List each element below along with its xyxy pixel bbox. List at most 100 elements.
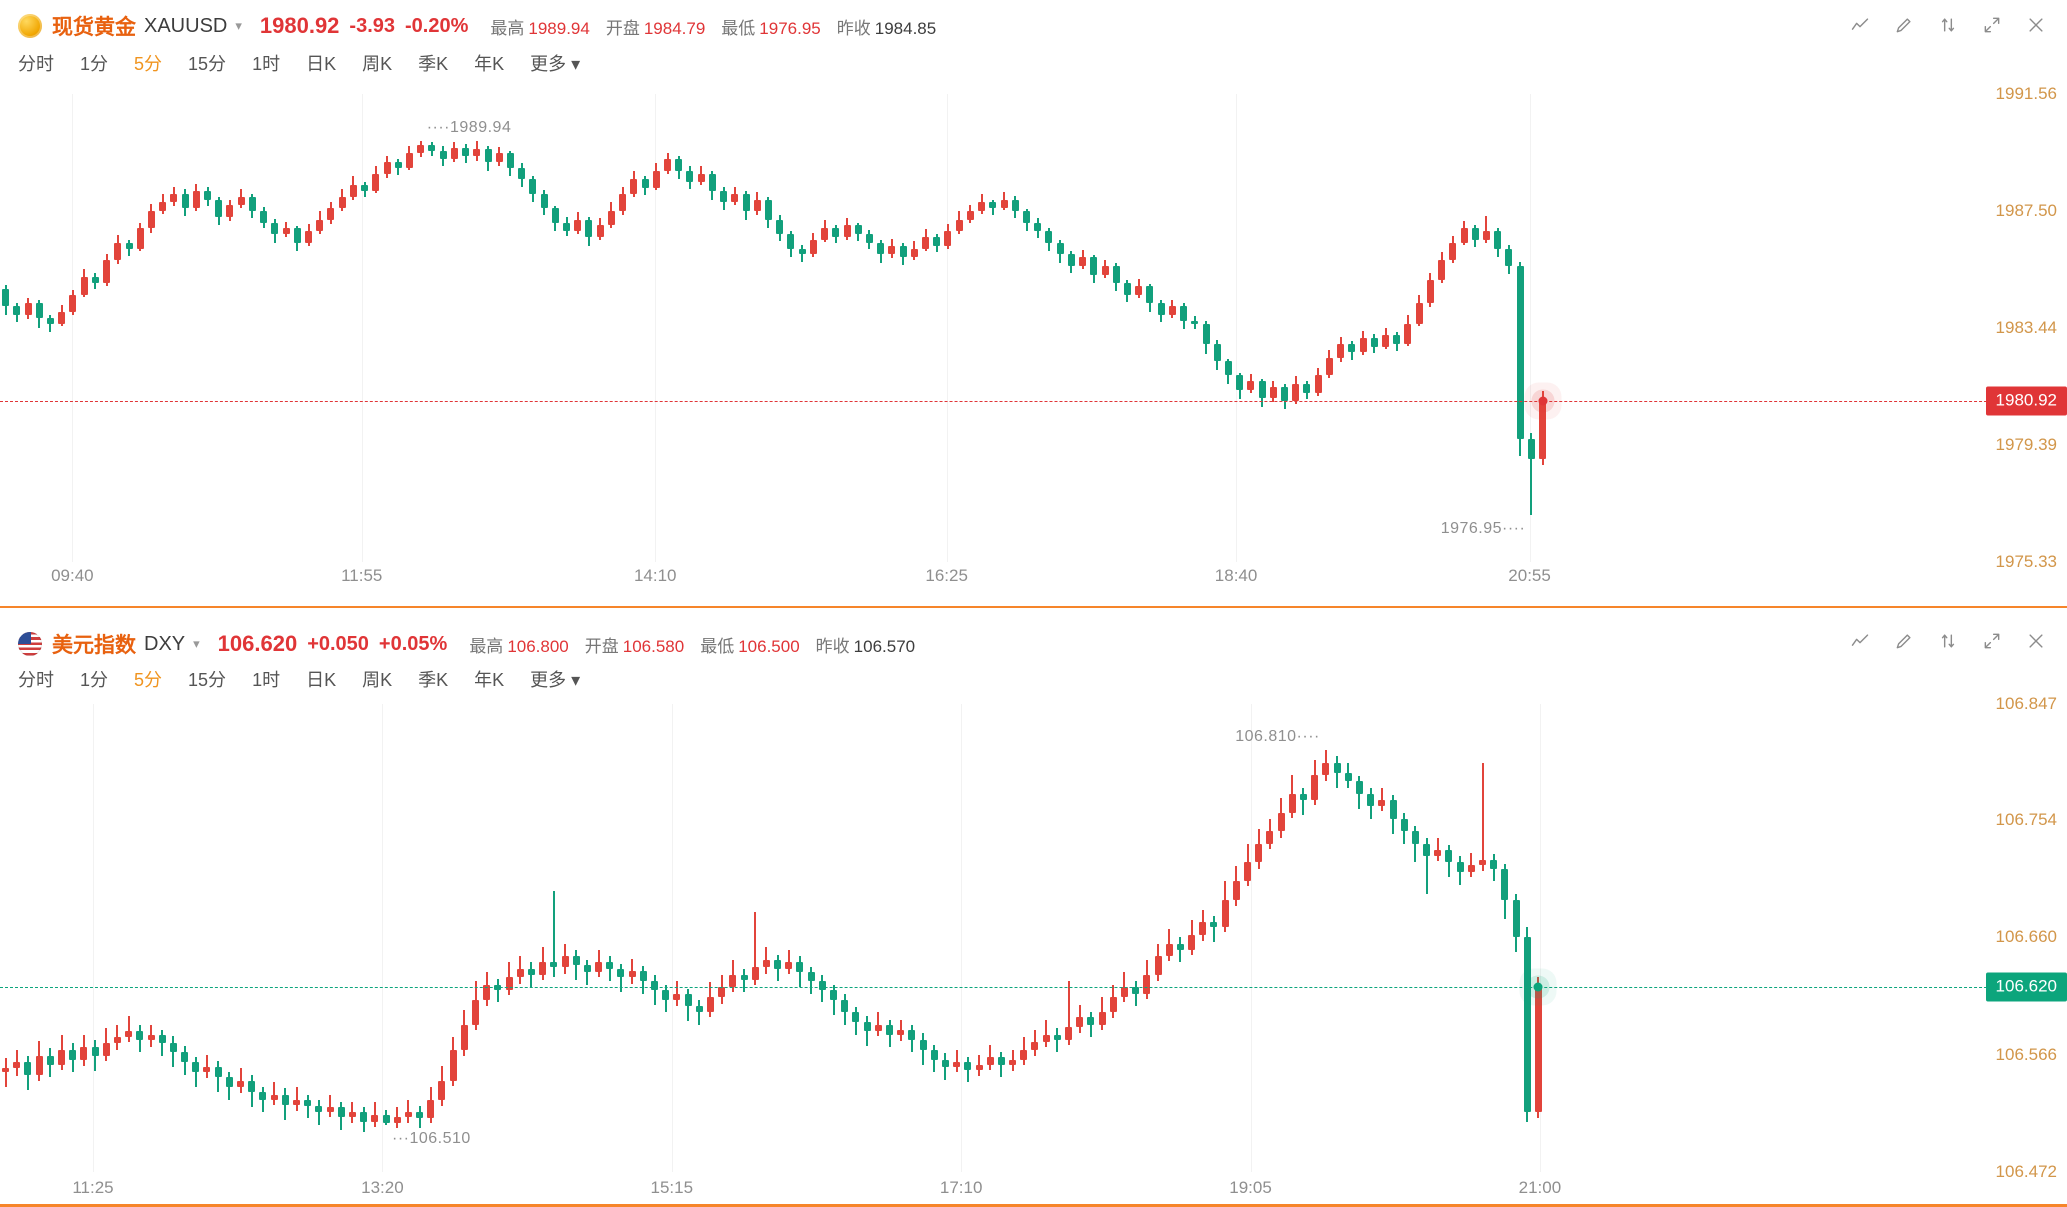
tab-yearly[interactable]: 年K (474, 670, 505, 690)
candle (1224, 361, 1232, 376)
candle (450, 147, 458, 160)
tab-1hour[interactable]: 1时 (252, 54, 281, 74)
candle (944, 231, 952, 246)
candle (776, 219, 784, 235)
us-flag-icon (18, 632, 42, 656)
timeframe-tabs: 分时 1分 5分 15分 1时 日K 周K 季K 年K 更多 ▾ (18, 666, 580, 692)
tab-5min[interactable]: 5分 (134, 670, 163, 690)
candle (1380, 787, 1383, 812)
candle (1045, 1019, 1048, 1048)
candle (529, 179, 537, 194)
instrument-selector[interactable]: 美元指数 DXY ▾ (52, 629, 200, 659)
price-change: -3.93 (349, 14, 396, 37)
tab-1min[interactable]: 1分 (80, 670, 109, 690)
candle (1481, 762, 1484, 872)
candle (697, 173, 705, 183)
candle (394, 162, 402, 168)
candle (787, 234, 795, 249)
candle (1277, 812, 1285, 832)
up-down-arrows-icon[interactable] (1933, 12, 1963, 38)
tab-daily[interactable]: 日K (306, 670, 337, 690)
tab-weekly[interactable]: 周K (362, 670, 393, 690)
candlestick-chart[interactable]: 106.847 106.754 106.660 106.566 106.472 106.6… (0, 694, 2067, 1181)
tab-timeline[interactable]: 分时 (18, 54, 54, 74)
candle (505, 977, 513, 990)
tab-more[interactable]: 更多 ▾ (530, 670, 581, 690)
close-icon[interactable] (2021, 12, 2051, 38)
candle (360, 1112, 368, 1123)
candle (1213, 343, 1221, 361)
tab-15min[interactable]: 15分 (188, 670, 227, 690)
candle (1067, 981, 1070, 1045)
line-chart-icon[interactable] (1845, 628, 1875, 654)
candle (751, 967, 759, 980)
draw-icon[interactable] (1889, 12, 1919, 38)
gridline (361, 94, 363, 562)
tab-1hour[interactable]: 1时 (252, 670, 281, 690)
candle (1539, 400, 1547, 460)
up-down-arrows-icon[interactable] (1933, 628, 1963, 654)
close-icon[interactable] (2021, 628, 2051, 654)
tab-5min[interactable]: 5分 (134, 54, 163, 74)
candle (46, 1055, 54, 1065)
price-axis-label: 1983.44 (1995, 318, 2057, 338)
fullscreen-icon[interactable] (1977, 628, 2007, 654)
draw-icon[interactable] (1889, 628, 1919, 654)
gridline (382, 704, 384, 1172)
candle (1180, 306, 1188, 321)
line-chart-icon[interactable] (1845, 12, 1875, 38)
fullscreen-icon[interactable] (1977, 12, 2007, 38)
candle (114, 242, 122, 261)
candle (1020, 1049, 1028, 1060)
candlestick-chart[interactable]: 1991.56 1987.50 1983.44 1979.39 1975.33 1980.… (0, 84, 2067, 571)
candle (282, 228, 290, 235)
tab-quarterly[interactable]: 季K (418, 54, 449, 74)
candle (1325, 358, 1333, 376)
candle (930, 1049, 938, 1060)
tab-yearly[interactable]: 年K (474, 54, 505, 74)
candle (225, 1077, 233, 1088)
candle (1236, 375, 1244, 390)
candle (1210, 922, 1218, 928)
candle (978, 202, 986, 212)
candle (293, 1099, 300, 1105)
last-price: 106.620 (217, 631, 298, 656)
tab-more[interactable]: 更多 ▾ (530, 54, 581, 74)
candle (662, 989, 670, 1000)
tab-quarterly[interactable]: 季K (418, 670, 449, 690)
candle (383, 162, 391, 174)
candle (349, 185, 357, 197)
tab-1min[interactable]: 1分 (80, 54, 109, 74)
candle (416, 1112, 424, 1119)
candle (899, 245, 907, 258)
candle (877, 242, 885, 255)
time-axis-label: 13:20 (361, 1178, 404, 1197)
candle (1512, 899, 1520, 938)
tab-weekly[interactable]: 周K (362, 54, 393, 74)
candle (1247, 381, 1255, 390)
candle (1120, 987, 1128, 998)
candle (1470, 852, 1473, 878)
timeframe-tabs: 分时 1分 5分 15分 1时 日K 周K 季K 年K 更多 ▾ (18, 50, 580, 76)
candle (1436, 837, 1439, 862)
candle (1471, 228, 1479, 240)
candle (552, 891, 555, 978)
candle (306, 1094, 309, 1119)
current-price-badge: 106.620 (1985, 972, 2067, 1002)
tab-daily[interactable]: 日K (306, 54, 337, 74)
candle (619, 193, 627, 212)
candle (1449, 242, 1457, 261)
candle (561, 956, 569, 968)
instrument-selector[interactable]: 现货黄金 XAUUSD ▾ (52, 11, 242, 41)
candle (1165, 943, 1173, 957)
candle (1516, 265, 1524, 439)
candle (337, 1107, 345, 1118)
candle (136, 228, 144, 249)
instrument-header: 现货黄金 XAUUSD ▾ 1980.92 -3.93 -0.20% 最高 198… (18, 10, 936, 42)
tab-15min[interactable]: 15分 (188, 54, 227, 74)
candle (237, 1080, 245, 1088)
candle (1344, 772, 1352, 782)
candle (1076, 1017, 1084, 1028)
tab-timeline[interactable]: 分时 (18, 670, 54, 690)
price-axis-label: 106.566 (1995, 1044, 2057, 1064)
